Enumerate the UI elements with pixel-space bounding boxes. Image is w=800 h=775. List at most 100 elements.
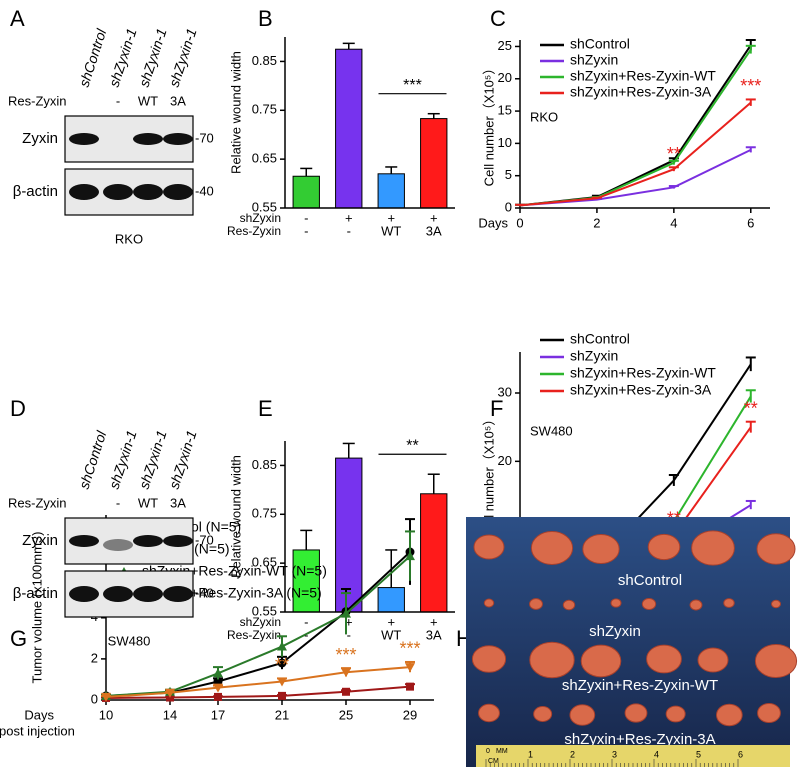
ruler-label: CM	[488, 758, 499, 765]
tumor	[478, 703, 500, 723]
ruler-label: 3	[612, 749, 617, 759]
marker	[101, 692, 111, 702]
significance: **	[406, 437, 418, 454]
tumor	[723, 598, 735, 608]
y-tick-label: 20	[498, 70, 512, 85]
blot-band	[133, 184, 163, 200]
blot-band	[103, 184, 133, 200]
tumor	[473, 534, 505, 560]
y-tick-label: 0	[505, 199, 512, 214]
y-tick-label: 0.65	[252, 555, 277, 570]
x-tick-label: 17	[211, 707, 225, 722]
blot-band	[69, 586, 99, 602]
annotation: **	[744, 398, 758, 418]
photo-label: shControl	[618, 572, 682, 589]
marker	[405, 551, 415, 561]
y-tick-label: 15	[498, 103, 512, 118]
y-tick-label: 0.55	[252, 199, 277, 214]
res-value: 3A	[170, 495, 186, 510]
size-marker: -40	[195, 183, 214, 198]
tumor	[533, 706, 553, 722]
y-tick-label: 30	[498, 384, 512, 399]
category-label: -	[304, 223, 308, 238]
bar	[377, 173, 405, 209]
y-tick-label: 0.65	[252, 151, 277, 166]
x-axis-label: post injection	[0, 723, 75, 738]
blot-band	[163, 133, 193, 145]
lane-label: shZyxin-1	[166, 26, 200, 89]
tumor	[691, 530, 735, 566]
tumor	[529, 598, 543, 610]
tumor	[580, 644, 622, 678]
lane-label: shZyxin-1	[106, 428, 140, 491]
marker	[278, 691, 286, 700]
y-axis-label: Cell number（X10⁵）	[481, 413, 496, 538]
series-line	[105, 666, 411, 698]
ruler-label: 5	[696, 749, 701, 759]
tumor	[757, 703, 781, 723]
marker	[406, 682, 414, 691]
tumor	[665, 705, 686, 723]
bar	[377, 587, 405, 613]
category-label: +	[345, 210, 353, 225]
marker	[341, 608, 351, 618]
x-tick-label: 6	[747, 215, 754, 230]
x-tick-label: 14	[163, 707, 177, 722]
legend-label: shZyxin	[570, 52, 618, 68]
group-label: Res-Zyxin	[227, 628, 281, 642]
blot-band	[163, 586, 193, 602]
marker	[277, 641, 287, 651]
category-label: WT	[381, 627, 401, 642]
res-label: Res-Zyxin	[8, 93, 67, 108]
bar	[292, 175, 320, 209]
res-value: -	[116, 93, 120, 108]
tumor	[689, 599, 703, 611]
series-line	[519, 101, 752, 207]
photo-label: shZyxin+Res-Zyxin-3A	[564, 731, 715, 748]
cell-line: SW480	[530, 423, 573, 438]
marker	[341, 668, 351, 678]
category-label: -	[304, 210, 308, 225]
ruler-label: 1	[528, 749, 533, 759]
blot-band	[133, 586, 163, 602]
row-label: Zyxin	[22, 532, 58, 549]
panel-letter: C	[490, 6, 506, 31]
legend-label: shControl	[570, 331, 630, 347]
lane-label: shZyxin-1	[136, 428, 170, 491]
y-tick-label: 0.85	[252, 53, 277, 68]
y-axis-label: Cell number（X10⁵）	[481, 62, 496, 187]
bar	[335, 457, 363, 613]
lane-label: shZyxin-1	[166, 428, 200, 491]
y-tick-label: 5	[505, 167, 512, 182]
tumor	[530, 531, 574, 565]
row-label: β-actin	[13, 183, 58, 200]
tumor	[697, 647, 729, 673]
blot-band	[69, 184, 99, 200]
row-label: Zyxin	[22, 130, 58, 147]
legend-label: shControl	[570, 36, 630, 52]
ruler-label: 4	[654, 749, 659, 759]
panel-letter: B	[258, 6, 273, 31]
category-label: -	[347, 627, 351, 642]
y-tick-label: 0.55	[252, 603, 277, 618]
tumor	[562, 599, 576, 611]
blot-band	[103, 586, 133, 602]
x-axis-label: Days	[24, 707, 54, 722]
blot-band	[133, 133, 163, 145]
panel-letter: A	[10, 6, 25, 31]
legend-label: shZyxin	[570, 348, 618, 364]
tumor	[529, 641, 575, 679]
y-tick-label: 0.75	[252, 102, 277, 117]
category-label: WT	[381, 223, 401, 238]
y-tick-label: 0.75	[252, 506, 277, 521]
y-tick-label: 2	[91, 650, 98, 665]
annotation: **	[667, 144, 681, 164]
tumor	[610, 598, 622, 608]
tumor	[624, 703, 648, 723]
category-label: +	[387, 210, 395, 225]
tumor	[641, 597, 657, 611]
size-marker: -70	[195, 532, 214, 547]
category-label: +	[430, 210, 438, 225]
marker	[213, 683, 223, 693]
blot-band	[103, 539, 133, 551]
